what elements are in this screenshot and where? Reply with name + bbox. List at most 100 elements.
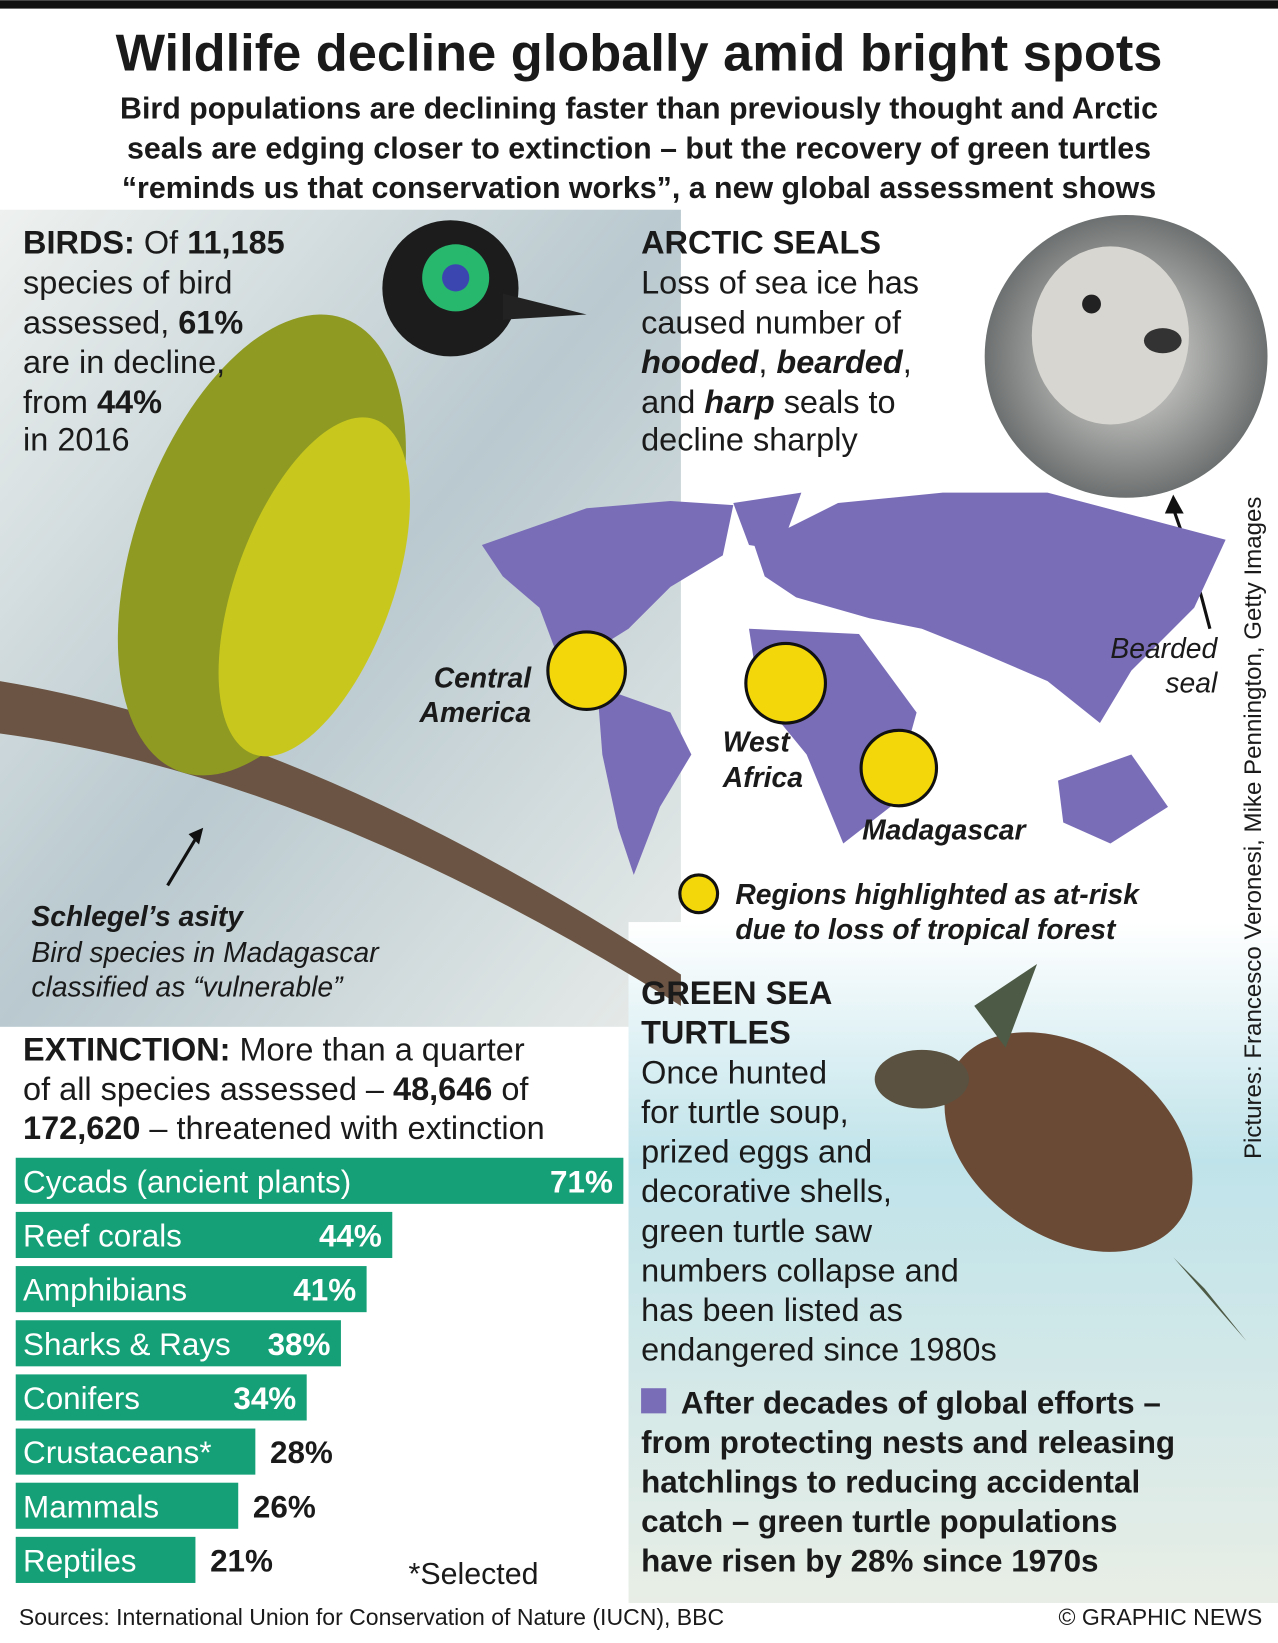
text-line: are in decline, [23, 344, 225, 380]
caption-line: Bird species in Madagascar [31, 936, 380, 968]
shape [754, 492, 1226, 724]
number: 48,646 [393, 1071, 492, 1107]
bar [15, 1266, 367, 1313]
region-label: Madagascar [862, 813, 1027, 845]
value-label: 21% [210, 1543, 273, 1578]
text: and [641, 384, 704, 420]
category-label: Conifers [23, 1381, 140, 1416]
caption-title: Schlegel’s asity [31, 900, 244, 932]
text: caused number of [641, 304, 902, 340]
category-label: Cycads (ancient plants) [23, 1164, 351, 1199]
caption-line: seal [1165, 667, 1218, 699]
text-line: assessed, 61% [23, 304, 243, 340]
shape [218, 417, 410, 757]
bar-chart: Cycads (ancient plants) 71% Reef corals 44%… [15, 1157, 624, 1583]
text: More than a quarter [230, 1031, 524, 1067]
caption-line: Bearded [1110, 632, 1218, 664]
species: hooded [641, 344, 759, 380]
value-label: 38% [268, 1327, 331, 1362]
number: 61% [178, 304, 243, 340]
text: decline sharply [641, 422, 858, 458]
species: bearded [776, 344, 903, 380]
sources: Sources: International Union for Conserv… [19, 1604, 724, 1630]
text: Of [135, 225, 187, 261]
birds-text: BIRDS: Of 11,185 species of bird assesse… [23, 225, 285, 458]
region-label: America [419, 696, 532, 728]
bird-illustration [0, 220, 681, 1006]
value-label: 44% [319, 1218, 382, 1253]
shape [744, 641, 828, 725]
text: , [758, 344, 776, 380]
shape [502, 293, 587, 320]
shape [1143, 328, 1182, 354]
photo-credit: Pictures: Francesco Veronesi, Mike Penni… [1240, 497, 1267, 1159]
text-line: and harp seals to [641, 384, 895, 420]
text: are in decline, [23, 344, 225, 380]
shape [859, 728, 939, 808]
shape [1031, 246, 1189, 425]
heading: ARCTIC SEALS [641, 225, 881, 261]
text: assessed, [23, 304, 178, 340]
shape [874, 1049, 969, 1109]
bar [15, 1428, 256, 1475]
shape [0, 0, 1278, 9]
shape [546, 630, 627, 711]
text: – threatened with extinction [140, 1110, 544, 1146]
text: from [23, 384, 97, 420]
extinction-text: EXTINCTION: More than a quarter of all s… [23, 1031, 545, 1146]
note-line: hatchlings to reducing accidental [641, 1465, 1140, 1500]
text: Loss of sea ice has [641, 265, 919, 301]
subtitle-line: seals are edging closer to extinction – … [127, 132, 1151, 165]
seal-caption: Bearded seal [1110, 632, 1218, 699]
bar [15, 1157, 624, 1204]
copyright: © GRAPHIC NEWS [1058, 1604, 1262, 1630]
subtitle: Bird populations are declining faster th… [120, 93, 1158, 206]
text-line: for turtle soup, [641, 1094, 849, 1130]
text-line: decline sharply [641, 422, 858, 458]
map-labels: Central America West Africa Madagascar R… [419, 661, 1141, 944]
legend-text: due to loss of tropical forest [735, 913, 1117, 945]
shape [678, 873, 720, 915]
text: species of bird [23, 265, 232, 301]
region-label: Central [434, 661, 533, 693]
category-label: Amphibians [23, 1273, 187, 1308]
bar [15, 1482, 239, 1529]
turtles-text: GREEN SEA TURTLES Once hunted for turtle … [641, 975, 997, 1368]
text-line: numbers collapse and [641, 1252, 959, 1288]
chart-note: *Selected [409, 1558, 539, 1591]
text: seals to [775, 384, 896, 420]
text: in 2016 [23, 422, 130, 458]
note-line: After decades of global efforts – [681, 1385, 1161, 1420]
shape [1082, 294, 1101, 314]
bar [15, 1536, 196, 1583]
text-line: in 2016 [23, 422, 130, 458]
shape [974, 963, 1038, 1048]
category-label: Mammals [23, 1489, 159, 1524]
bar [15, 1320, 341, 1367]
turtle-lines: Once hunted for turtle soup, prized eggs a… [641, 1054, 997, 1367]
value-label: 28% [270, 1435, 333, 1470]
shape [1164, 494, 1184, 514]
legend-text: Regions highlighted as at-risk [735, 878, 1140, 910]
text: of all species assessed – [23, 1071, 393, 1107]
category-label: Sharks & Rays [23, 1327, 231, 1362]
number: 11,185 [187, 225, 285, 261]
text-line: species of bird [23, 265, 232, 301]
number: 44% [97, 384, 162, 420]
text-line: endangered since 1980s [641, 1332, 997, 1368]
region-label: West [723, 725, 792, 757]
bar [15, 1211, 393, 1259]
text: , [903, 344, 912, 380]
text-line: hooded, bearded, [641, 344, 912, 380]
heading: GREEN SEA [641, 975, 832, 1011]
label: BIRDS: [23, 225, 135, 261]
text-line: has been listed as [641, 1292, 903, 1328]
shape [442, 264, 470, 292]
note-line: have risen by 28% since 1970s [641, 1544, 1098, 1579]
title: Wildlife decline globally amid bright sp… [116, 24, 1163, 82]
world-map [481, 492, 1226, 875]
text-line: EXTINCTION: More than a quarter [23, 1031, 525, 1067]
map-regions [546, 630, 939, 915]
seals-text: ARCTIC SEALS Loss of sea ice has caused … [641, 225, 919, 458]
value-label: 34% [233, 1381, 296, 1416]
